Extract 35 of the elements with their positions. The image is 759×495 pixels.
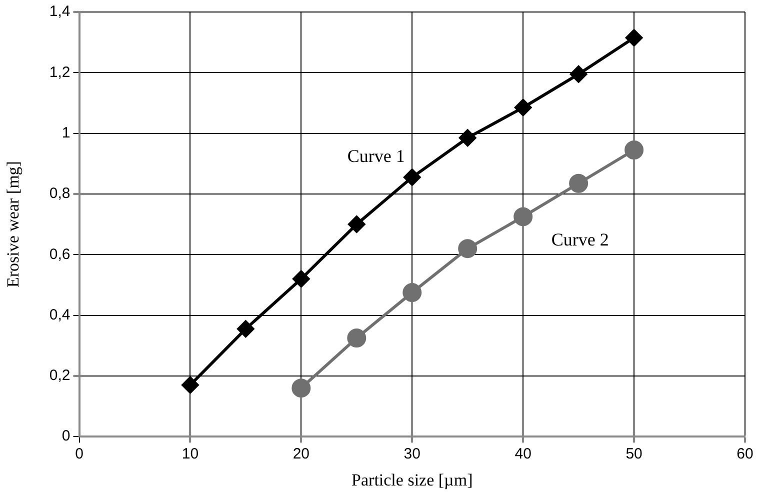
point: [626, 29, 643, 46]
point: [624, 140, 644, 160]
x-tick-label: 0: [75, 446, 84, 463]
point: [458, 239, 478, 258]
y-tick-label: 1,4: [49, 3, 70, 20]
series-label: Curve 1: [347, 146, 405, 166]
y-tick-label: 1: [62, 124, 70, 142]
point: [402, 283, 422, 302]
y-axis-title: Erosive wear [mg]: [4, 161, 23, 288]
point: [514, 207, 533, 226]
point: [569, 174, 588, 193]
y-tick-label: 1,2: [49, 64, 70, 81]
y-tick-label: 0,8: [49, 185, 70, 202]
y-tick-label: 0,2: [49, 367, 70, 384]
x-tick-label: 40: [514, 446, 532, 463]
x-tick-label: 50: [626, 446, 642, 463]
point: [182, 376, 199, 394]
x-axis-title: Particle size [µm]: [352, 470, 473, 490]
point: [404, 168, 421, 186]
point: [459, 129, 476, 146]
point: [348, 216, 366, 233]
x-tick-label: 30: [404, 446, 420, 463]
point: [347, 328, 366, 348]
x-tick-label: 20: [292, 446, 310, 463]
point: [237, 320, 254, 338]
y-tick-label: 0,4: [49, 306, 70, 324]
point: [570, 66, 588, 83]
y-tick-label: 0,6: [49, 246, 70, 263]
x-tick-label: 60: [736, 446, 754, 463]
series-label: Curve 2: [551, 229, 609, 250]
y-tick-label: 0: [62, 428, 70, 445]
point: [292, 270, 310, 288]
point: [514, 99, 532, 116]
point: [292, 378, 311, 398]
x-tick-label: 10: [182, 446, 199, 463]
